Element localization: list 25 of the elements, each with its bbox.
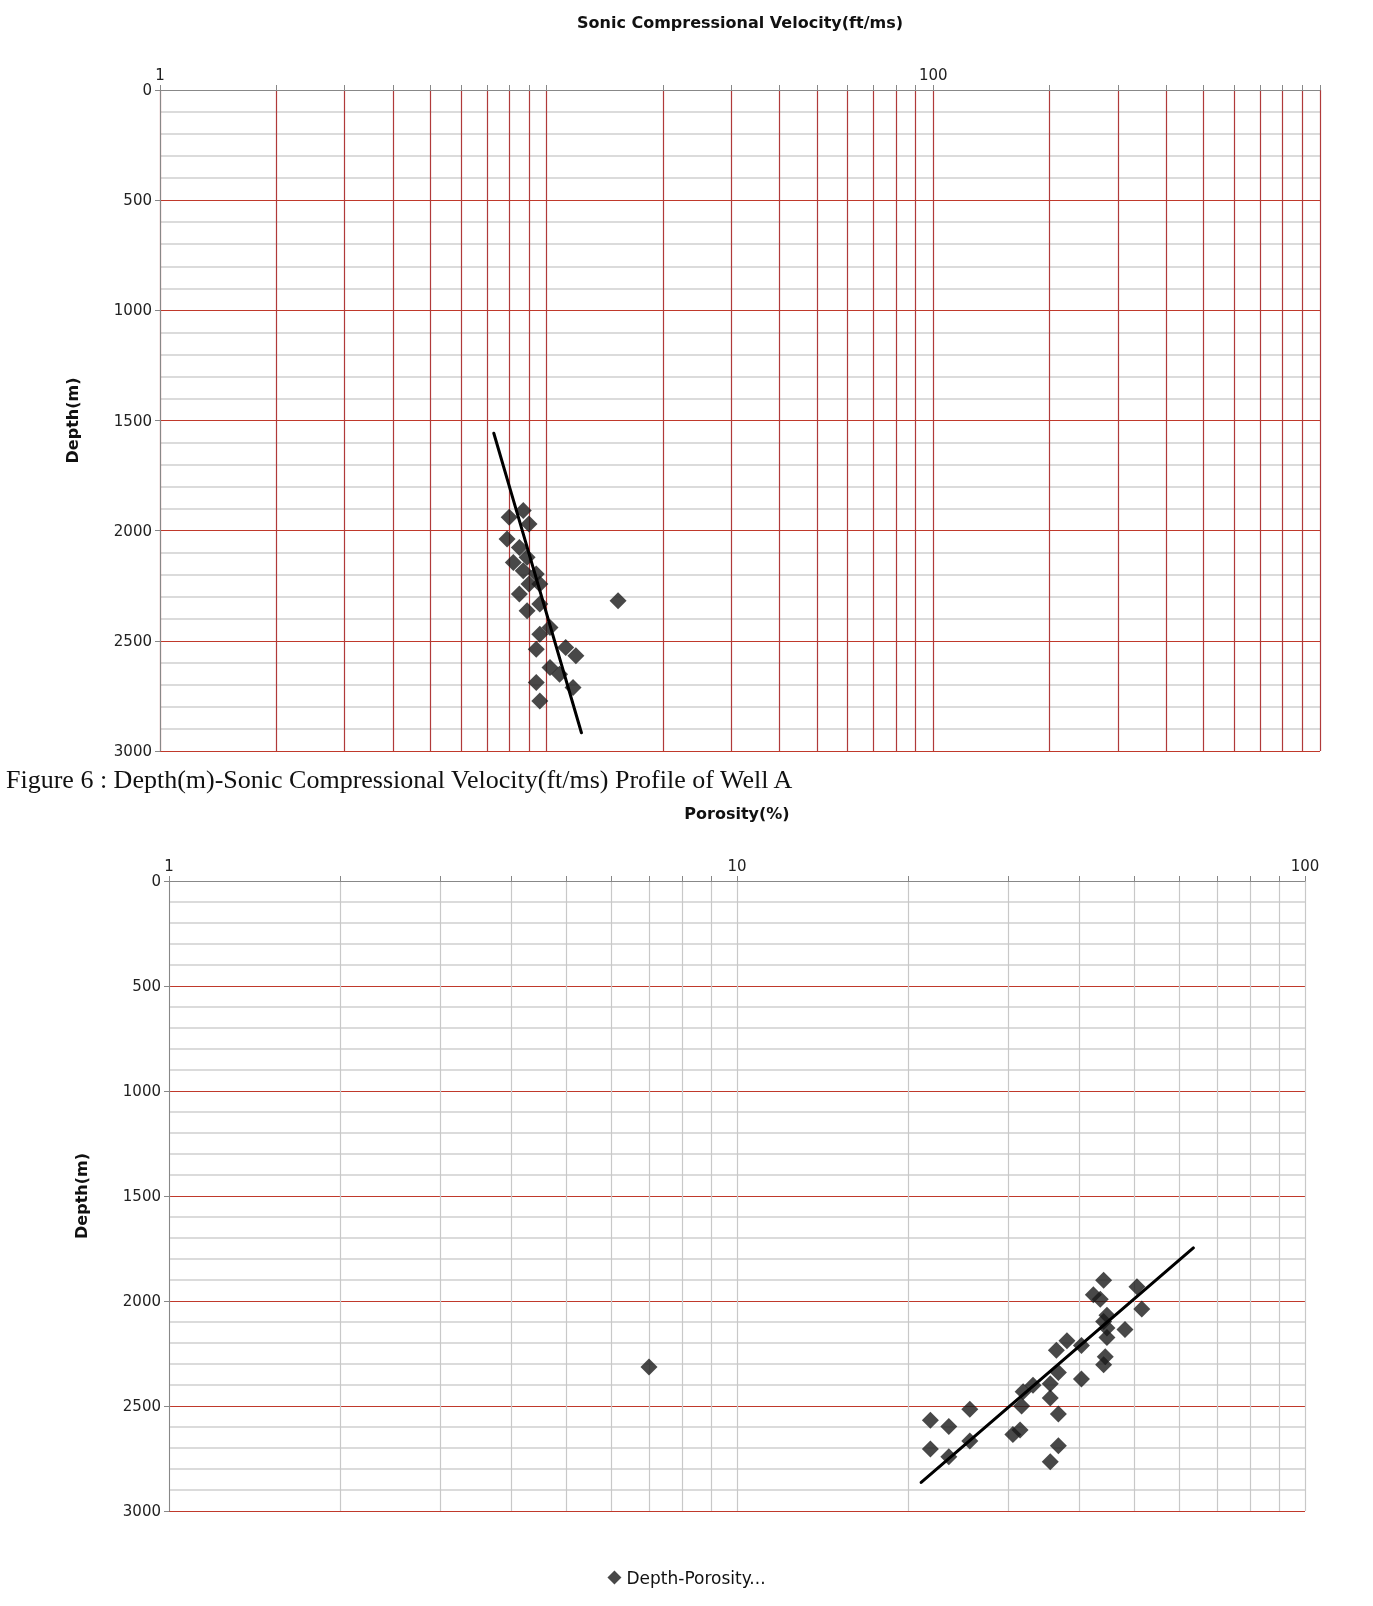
y-tick-label: 3000 (113, 742, 152, 760)
y-tick-label: 2000 (113, 521, 152, 540)
legend-label: Depth-Porosity... (626, 1567, 766, 1588)
y-tick-label: 2500 (122, 1397, 161, 1415)
x-tick-label: 1 (155, 65, 165, 84)
y-tick-label: 500 (123, 191, 152, 210)
y-tick-label: 2500 (113, 631, 152, 650)
x-tick-label: 100 (1290, 856, 1320, 875)
x-tick-label: 10 (727, 856, 747, 875)
y-axis-title: Depth(m) (62, 377, 82, 464)
y-tick-label: 1500 (122, 1187, 161, 1205)
caption: Figure 6 : Depth(m)-Sonic Compressional Velocity(ft/ms) Profile of Well A (6, 764, 793, 794)
y-tick-label: 0 (151, 872, 161, 890)
x-axis-title: Sonic Compressional Velocity(ft/ms) (577, 12, 903, 32)
y-tick-label: 1500 (113, 411, 152, 430)
y-tick-label: 2000 (122, 1292, 161, 1310)
y-tick-label: 0 (142, 81, 152, 99)
x-axis-title: Porosity(%) (684, 803, 790, 823)
y-tick-label: 3000 (122, 1502, 161, 1520)
y-tick-label: 1000 (122, 1082, 161, 1100)
x-tick-label: 1 (164, 856, 174, 875)
y-tick-label: 500 (132, 977, 161, 995)
y-tick-label: 1000 (113, 301, 152, 320)
x-tick-label: 100 (919, 65, 948, 84)
y-axis-title: Depth(m) (71, 1153, 91, 1239)
